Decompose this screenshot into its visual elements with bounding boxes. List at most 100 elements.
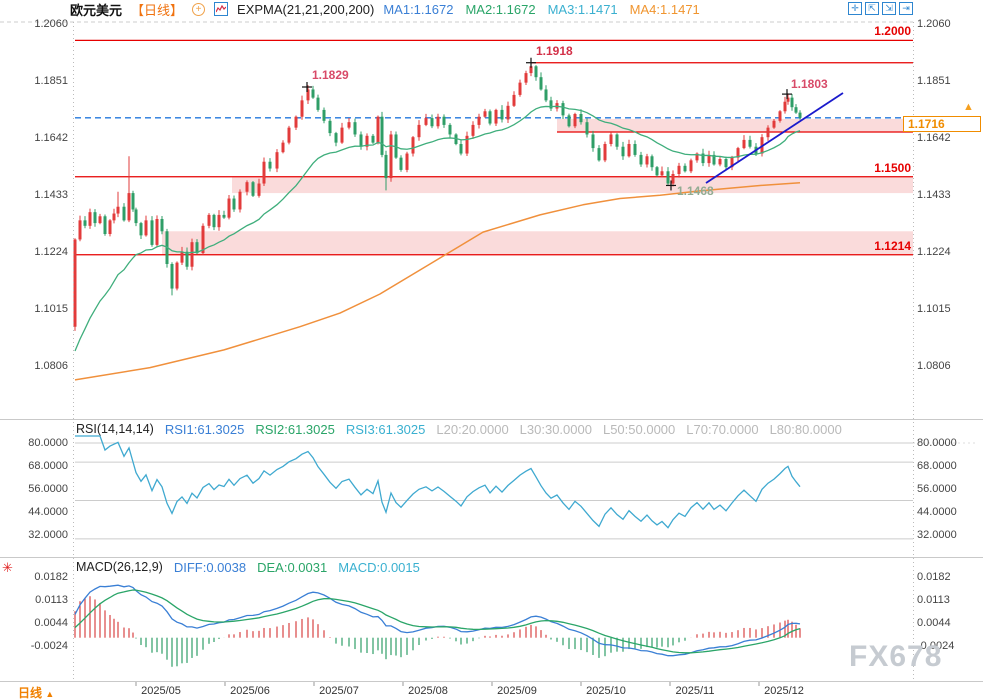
indicator-chart-icon[interactable]: [214, 2, 229, 16]
candle-body: [93, 212, 97, 224]
candle-body: [201, 225, 205, 254]
macd-dea-line: [74, 589, 801, 654]
current-price-box: 1.1716: [903, 116, 981, 132]
candle-body: [454, 134, 458, 144]
pan-tool-icon[interactable]: ✛: [848, 2, 862, 15]
shift-right-icon[interactable]: ⇥: [899, 2, 913, 15]
candle-body: [660, 171, 664, 176]
period-tag: 【日线】: [131, 2, 184, 18]
candle-body: [627, 143, 631, 157]
candle-body: [222, 214, 226, 218]
candle-body: [134, 209, 138, 224]
candle-body: [238, 191, 242, 210]
rsi-level-item: L70:70.0000: [686, 421, 759, 437]
candle-body: [195, 242, 199, 254]
rsi-title: RSI(14,14,14): [76, 422, 154, 436]
trendline: [705, 92, 844, 184]
candle-body: [650, 156, 654, 168]
candle-body: [633, 143, 637, 155]
candle-body: [139, 223, 143, 236]
candle-body: [585, 122, 589, 135]
candle-body: [334, 133, 338, 143]
macd-legend-item: DIFF:0.0038: [173, 559, 247, 575]
sr-zone: [162, 231, 913, 255]
macd-legend-item: DEA:0.0031: [257, 559, 328, 575]
candle-body: [359, 134, 363, 147]
ma200-line: [74, 181, 801, 381]
candle-body: [534, 66, 538, 78]
candle-body: [549, 100, 553, 109]
macd-title: MACD(26,12,9): [76, 560, 163, 574]
candle-body: [83, 220, 87, 226]
candle-body: [683, 165, 687, 172]
candle-body: [500, 109, 504, 120]
period-selector[interactable]: 日线 ▲: [18, 684, 54, 699]
candle-body: [207, 214, 211, 226]
candle-body: [465, 135, 469, 154]
candle-body: [459, 143, 463, 154]
candle-body: [567, 115, 571, 127]
rsi-level-item: L30:30.0000: [519, 421, 592, 437]
candle-body: [707, 154, 711, 164]
sr-zone: [232, 177, 913, 194]
period-selector-arrow-icon: ▲: [45, 689, 55, 699]
sr-zone: [557, 118, 913, 132]
candle-body: [287, 127, 291, 143]
candle-body: [579, 113, 583, 123]
candle-body: [103, 216, 107, 234]
candle-body: [621, 146, 625, 157]
rsi-level-item: L80:80.0000: [769, 421, 842, 437]
candle-body: [436, 116, 440, 127]
candle-body: [376, 116, 380, 143]
candle-body: [78, 220, 82, 240]
candle-body: [73, 239, 77, 327]
candle-body: [150, 220, 154, 245]
candle-body: [88, 212, 92, 226]
candle-body: [442, 116, 446, 125]
rsi-level-item: L50:50.0000: [602, 421, 676, 437]
candle-body: [483, 111, 487, 117]
candle-body: [217, 214, 221, 228]
candle-body: [718, 158, 722, 165]
candle-body: [112, 213, 116, 221]
candle-body: [155, 218, 159, 245]
candle-body: [488, 111, 492, 124]
fit-horizontal-icon[interactable]: ⇲: [882, 2, 896, 15]
candle-body: [561, 103, 565, 116]
candle-body: [122, 206, 126, 221]
candle-body: [322, 109, 326, 121]
period-selector-label: 日线: [18, 686, 43, 699]
chart-toolbar: ✛ ⇱ ⇲ ⇥: [848, 2, 913, 15]
candle-body: [666, 171, 670, 184]
candle-body: [772, 120, 776, 128]
candle-body: [294, 116, 298, 128]
add-compare-icon[interactable]: +: [192, 2, 206, 16]
candle-body: [389, 134, 393, 179]
candle-body: [778, 111, 782, 121]
ma-legend-item: MA1:1.1672: [383, 1, 454, 17]
indicator-settings-icon[interactable]: ✳: [2, 560, 13, 575]
candle-body: [227, 198, 231, 218]
fit-vertical-icon[interactable]: ⇱: [865, 2, 879, 15]
candle-body: [371, 135, 375, 143]
candle-body: [175, 262, 179, 289]
candle-body: [573, 113, 577, 127]
candle-body: [477, 116, 481, 125]
candle-body: [701, 153, 705, 164]
candle-body: [108, 220, 112, 234]
candle-body: [448, 124, 452, 135]
candle-body: [417, 124, 421, 138]
symbol-name: 欧元美元: [70, 2, 123, 18]
rsi-level-params: L20:20.0000 L30:30.0000 L50:50.0000 L70:70.…: [436, 422, 841, 437]
candle-body: [783, 101, 787, 112]
candle-body: [251, 182, 255, 196]
ema21-line: [74, 105, 801, 352]
candle-body: [316, 97, 320, 110]
candle-body: [405, 153, 409, 170]
candle-body: [411, 137, 415, 154]
candle-body: [380, 116, 384, 155]
candle-body: [639, 154, 643, 165]
macd-header: MACD(26,12,9) DIFF:0.0038 DEA:0.0031 MACD:…: [76, 559, 420, 575]
candle-body: [544, 89, 548, 101]
